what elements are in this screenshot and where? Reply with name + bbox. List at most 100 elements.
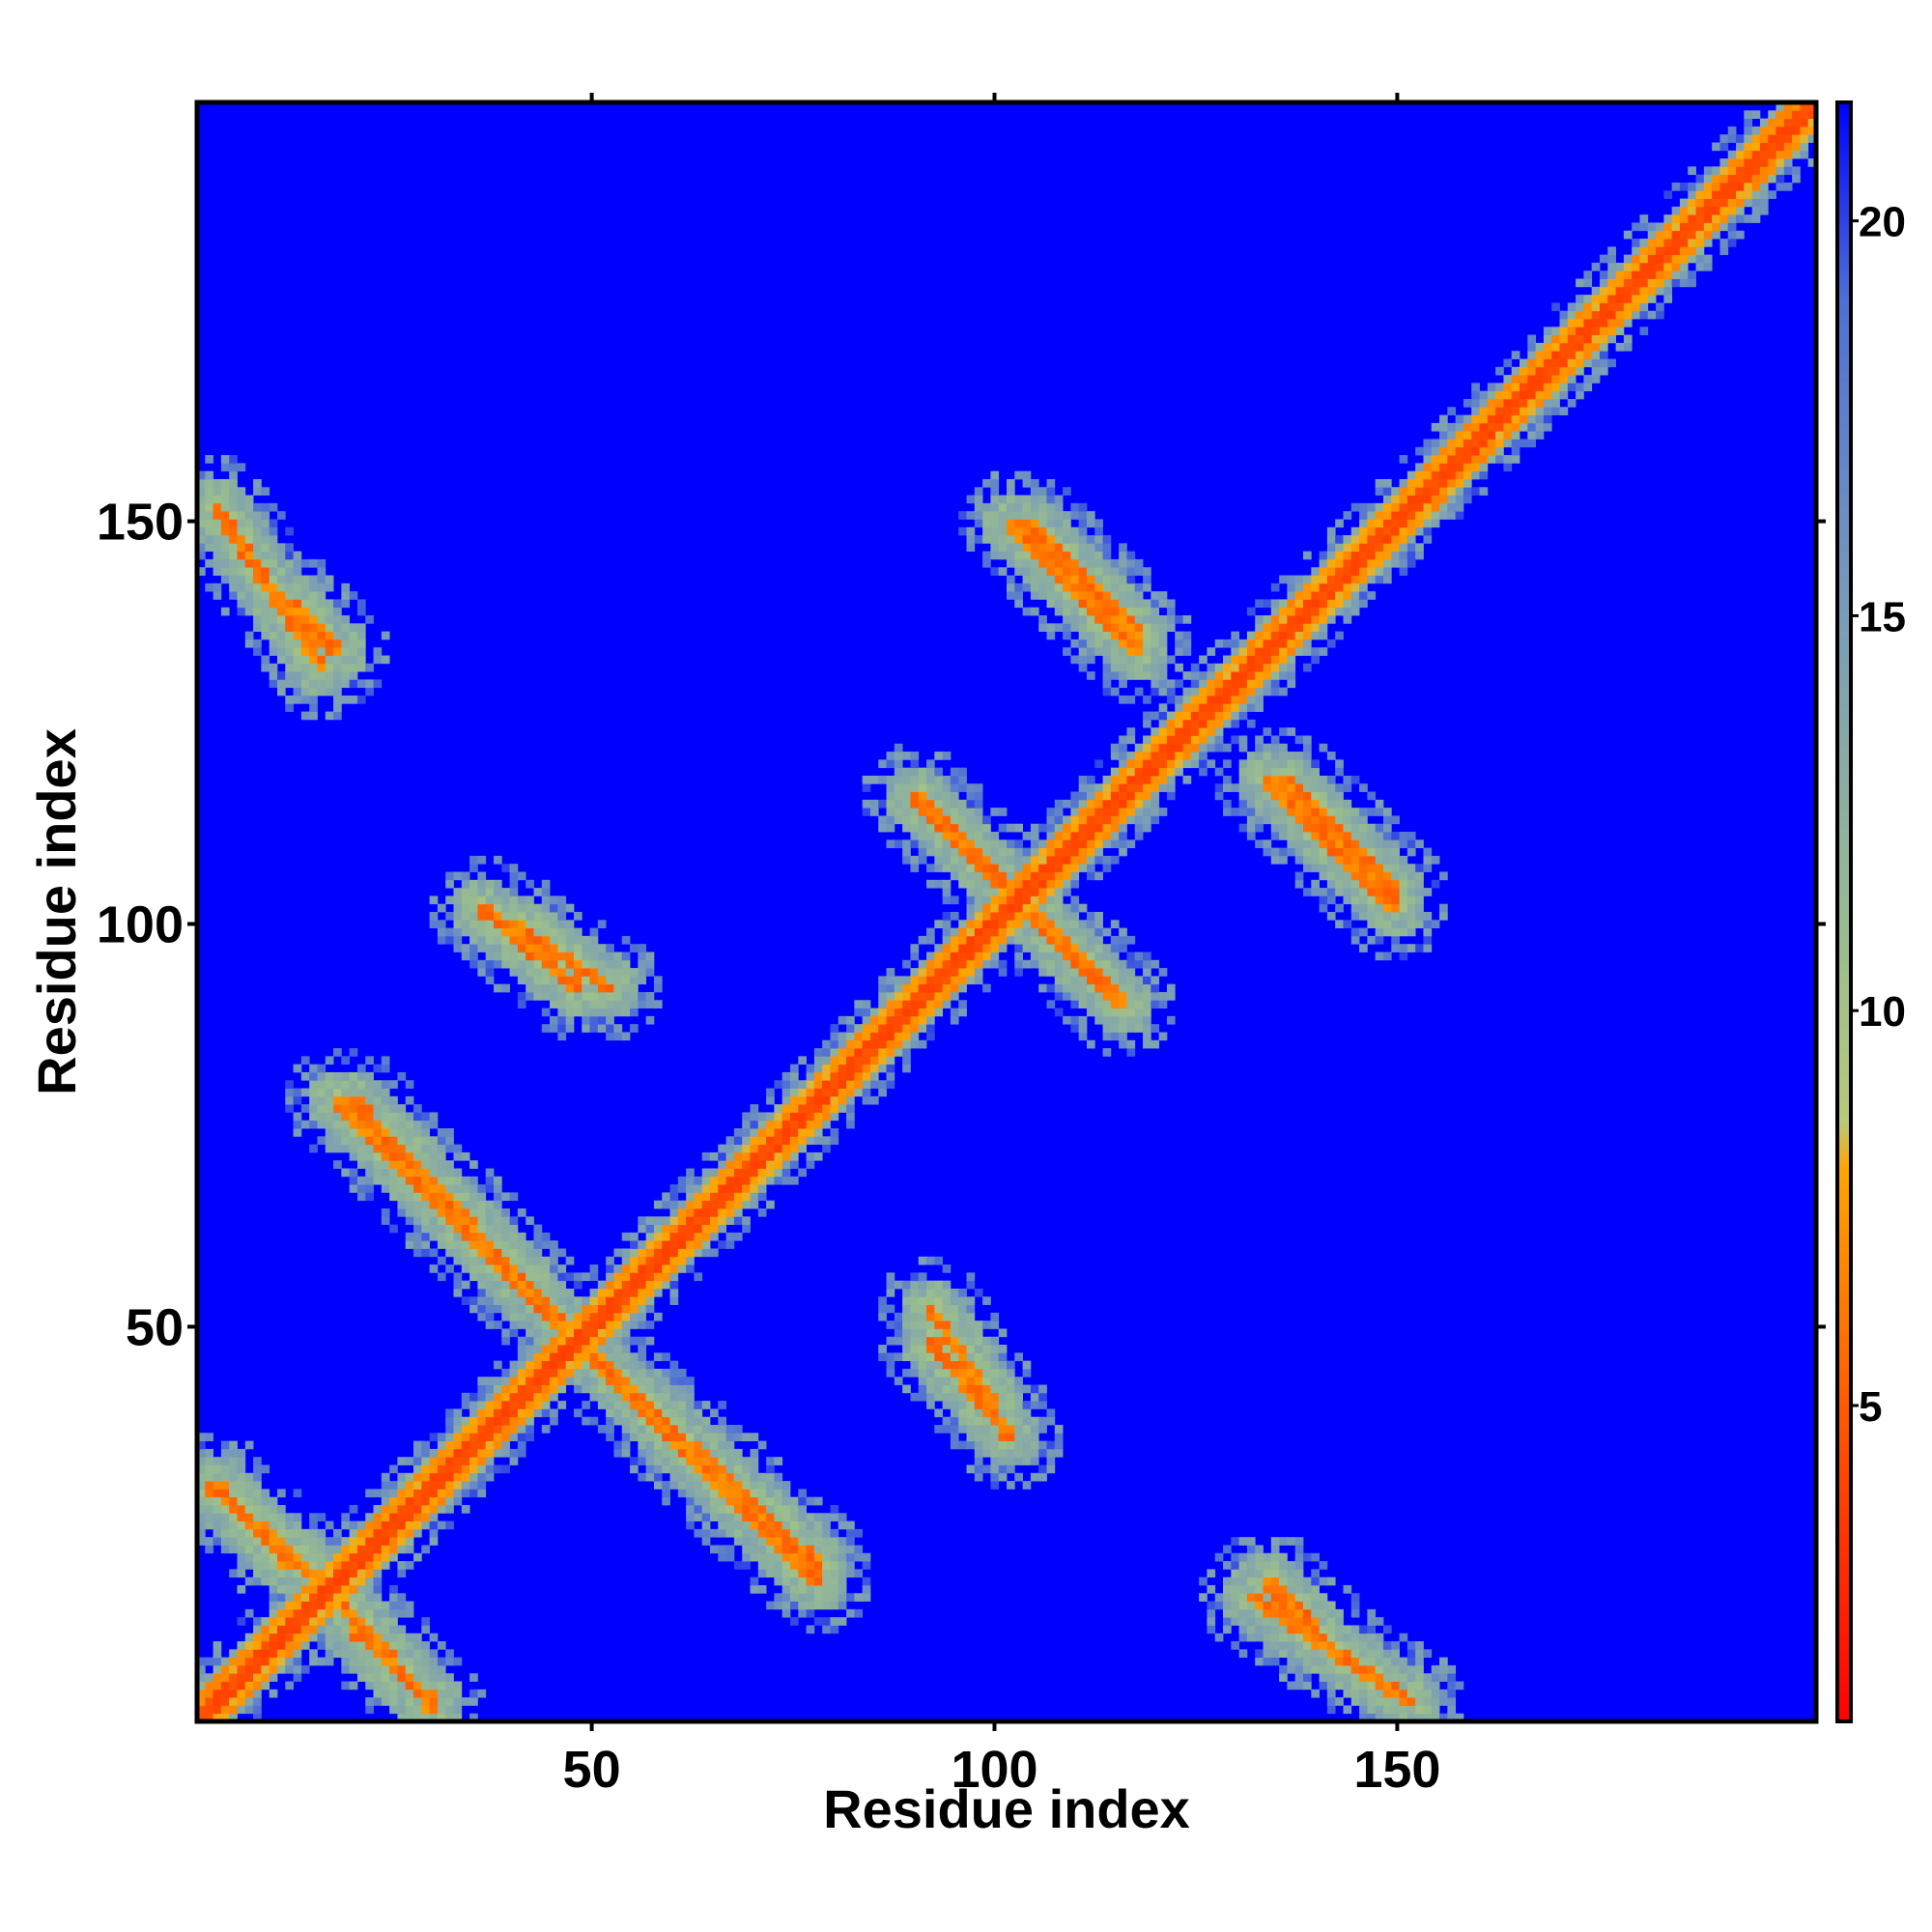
- heatmap-cell: [613, 1408, 623, 1418]
- heatmap-cell: [1078, 575, 1088, 584]
- heatmap-cell: [750, 1513, 759, 1521]
- heatmap-cell: [309, 558, 318, 568]
- heatmap-cell: [253, 1641, 262, 1650]
- heatmap-cell: [276, 647, 286, 656]
- heatmap-cell: [781, 1552, 791, 1562]
- heatmap-cell: [1007, 879, 1015, 889]
- heatmap-cell: [541, 1280, 551, 1290]
- heatmap-cell: [710, 1168, 719, 1178]
- heatmap-cell: [381, 1504, 390, 1514]
- heatmap-cell: [309, 1545, 318, 1554]
- heatmap-cell: [830, 1104, 839, 1113]
- heatmap-cell: [1063, 879, 1071, 889]
- heatmap-cell: [621, 983, 631, 993]
- heatmap-cell: [1255, 623, 1264, 633]
- heatmap-cell: [550, 1377, 558, 1385]
- heatmap-cell: [381, 1697, 390, 1706]
- heatmap-cell: [349, 1504, 358, 1514]
- heatmap-cell: [501, 1264, 510, 1273]
- heatmap-cell: [589, 1296, 599, 1305]
- heatmap-cell: [998, 912, 1008, 921]
- heatmap-cell: [293, 1489, 302, 1498]
- heatmap-cell: [485, 1256, 495, 1265]
- heatmap-cell: [356, 1160, 366, 1169]
- heatmap-cell: [1086, 655, 1095, 665]
- heatmap-cell: [950, 1336, 959, 1346]
- heatmap-cell: [894, 743, 903, 753]
- heatmap-cell: [613, 1345, 623, 1353]
- heatmap-cell: [237, 551, 246, 560]
- heatmap-cell: [477, 1280, 487, 1290]
- heatmap-cell: [1078, 903, 1088, 913]
- heatmap-cell: [325, 1649, 334, 1659]
- heatmap-cell: [253, 1577, 262, 1586]
- heatmap-cell: [1038, 495, 1047, 504]
- heatmap-cell: [1046, 879, 1056, 889]
- heatmap-cell: [405, 1528, 414, 1538]
- heatmap-cell: [285, 1664, 294, 1674]
- heatmap-cell: [869, 1064, 879, 1073]
- heatmap-cell: [509, 1401, 519, 1409]
- heatmap-cell: [1110, 968, 1120, 977]
- heatmap-cell: [445, 1496, 454, 1506]
- heatmap-cell: [1110, 687, 1120, 696]
- heatmap-cell: [966, 1433, 976, 1442]
- heatmap-cell: [356, 1664, 366, 1674]
- heatmap-cell: [1231, 687, 1240, 696]
- heatmap-cell: [1143, 639, 1151, 648]
- heatmap-cell: [701, 1433, 711, 1442]
- heatmap-cell: [766, 1496, 775, 1506]
- heatmap-cell: [526, 968, 534, 977]
- heatmap-cell: [341, 1144, 351, 1153]
- heatmap-cell: [365, 1664, 374, 1674]
- heatmap-cell: [1086, 607, 1095, 616]
- heatmap-cell: [437, 935, 446, 945]
- heatmap-cell: [1270, 791, 1280, 801]
- heatmap-cell: [461, 888, 470, 896]
- heatmap-cell: [1038, 1401, 1047, 1409]
- heatmap-cell: [798, 1561, 807, 1570]
- heatmap-cell: [1255, 823, 1264, 833]
- heatmap-cell: [1030, 912, 1039, 921]
- heatmap-cell: [197, 1496, 206, 1506]
- heatmap-cell: [966, 1425, 976, 1434]
- heatmap-cell: [429, 1224, 439, 1234]
- heatmap-cell: [710, 1504, 719, 1514]
- heatmap-cell: [469, 1256, 478, 1265]
- heatmap-cell: [798, 1128, 807, 1137]
- heatmap-cell: [565, 983, 575, 993]
- heatmap-cell: [750, 1128, 759, 1137]
- heatmap-cell: [918, 959, 927, 969]
- heatmap-cell: [798, 1577, 807, 1586]
- heatmap-cell: [325, 607, 334, 616]
- heatmap-cell: [854, 1528, 864, 1538]
- heatmap-cell: [397, 1151, 407, 1161]
- heatmap-cell: [886, 752, 895, 760]
- heatmap-cell: [1063, 983, 1071, 993]
- heatmap-cell: [1070, 543, 1080, 553]
- heatmap-cell: [582, 1015, 590, 1025]
- heatmap-cell: [798, 1545, 807, 1554]
- heatmap-cell: [902, 791, 911, 801]
- heatmap-cell: [1214, 1552, 1224, 1562]
- heatmap-cell: [325, 1584, 334, 1594]
- heatmap-cell: [830, 1513, 839, 1521]
- heatmap-cell: [1207, 1608, 1216, 1618]
- heatmap-cell: [1151, 983, 1160, 993]
- heatmap-cell: [365, 1120, 374, 1129]
- heatmap-cell: [1246, 1625, 1256, 1634]
- heatmap-cell: [1279, 631, 1288, 640]
- heatmap-cell: [356, 655, 366, 665]
- heatmap-cell: [974, 1416, 983, 1426]
- heatmap-cell: [774, 1528, 783, 1538]
- heatmap-cell: [557, 1264, 567, 1273]
- heatmap-cell: [942, 1280, 952, 1290]
- heatmap-cell: [244, 575, 254, 584]
- heatmap-cell: [413, 1224, 422, 1234]
- heatmap-cell: [910, 1015, 920, 1025]
- heatmap-cell: [789, 1144, 799, 1153]
- heatmap-cell: [1143, 775, 1151, 784]
- heatmap-cell: [606, 1360, 614, 1370]
- heatmap-cell: [1007, 1401, 1015, 1409]
- heatmap-cell: [365, 1552, 374, 1562]
